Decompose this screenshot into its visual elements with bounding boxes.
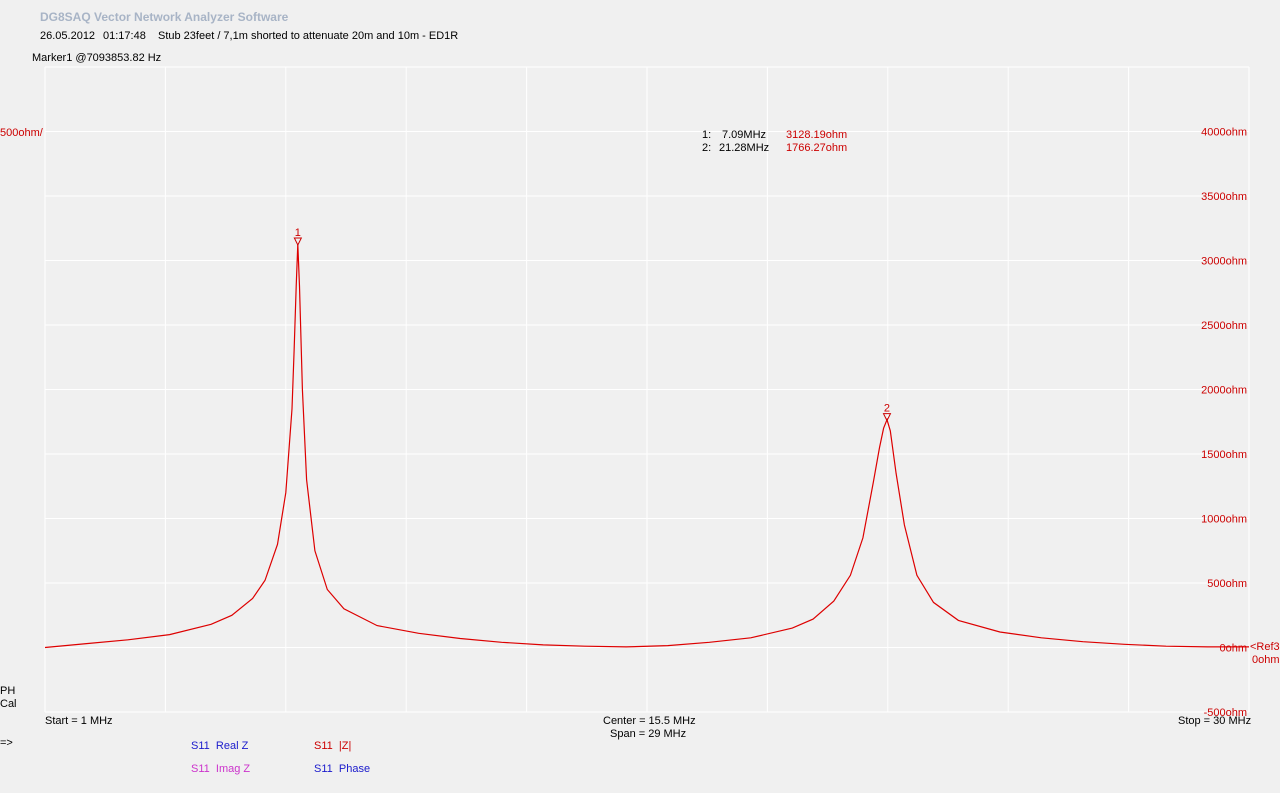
cal-status: Cal — [0, 698, 17, 710]
y-tick-label: 2000ohm — [1201, 385, 1247, 397]
legend-param: S11 — [314, 763, 333, 775]
legend-s11-phase[interactable]: S11 Phase — [314, 763, 370, 775]
marker-header: Marker1 @7093853.82 Hz — [32, 52, 162, 64]
legend-name: Phase — [338, 763, 371, 775]
legend-name: |Z| — [338, 740, 352, 752]
freq-center: Center = 15.5 MHz — [603, 715, 696, 727]
freq-span: Span = 29 MHz — [610, 728, 687, 740]
marker-glyphs: 12 — [293, 227, 892, 422]
marker-2-label: 2 — [884, 403, 890, 415]
legend-param: S11 — [191, 740, 210, 752]
measurement-description: Stub 23feet / 7,1m shorted to attenuate … — [158, 30, 459, 42]
freq-start: Start = 1 MHz — [45, 715, 113, 727]
marker-2-glyph[interactable] — [882, 413, 892, 422]
marker-row-1-id: 1: — [702, 129, 712, 141]
marker-row-2-value: 1766.27ohm — [786, 142, 848, 154]
y-tick-label: 4000ohm — [1201, 127, 1247, 139]
y-tick-label: 3500ohm — [1201, 191, 1247, 203]
plot-grid — [44, 66, 1250, 713]
y-tick-label: 0ohm — [1219, 643, 1247, 655]
scale-label: 500ohm/ — [0, 127, 43, 139]
command-prompt: => — [0, 737, 13, 749]
measurement-date: 26.05.2012 — [40, 30, 96, 42]
freq-stop: Stop = 30 MHz — [1178, 715, 1252, 727]
trace-s11-absz — [44, 243, 1249, 649]
y-tick-label: 3000ohm — [1201, 256, 1247, 268]
legend-s11-absz[interactable]: S11 |Z| — [314, 740, 351, 752]
marker-row-1-freq: 7.09MHz — [722, 129, 767, 141]
y-tick-label: 500ohm — [1207, 578, 1247, 590]
legend-name: Imag Z — [215, 763, 251, 775]
legend-param: S11 — [314, 740, 333, 752]
legend-s11-imagz[interactable]: S11 Imag Z — [191, 763, 250, 775]
marker-1-label: 1 — [295, 227, 301, 239]
legend-param: S11 — [191, 763, 210, 775]
y-tick-label: 1000ohm — [1201, 514, 1247, 526]
y-tick-labels: 4000ohm 3500ohm 3000ohm 2500ohm 2000ohm 1500o… — [1201, 127, 1247, 720]
marker-1-glyph[interactable] — [293, 237, 303, 247]
ph-status: PH — [0, 685, 16, 697]
y-tick-label: 1500ohm — [1201, 449, 1247, 461]
app-title: DG8SAQ Vector Network Analyzer Software — [40, 10, 289, 24]
y-tick-label: -500ohm — [1204, 707, 1247, 719]
y-tick-label: 2500ohm — [1201, 320, 1247, 332]
legend-s11-realz[interactable]: S11 Real Z — [191, 740, 248, 752]
ref-label: <Ref3 — [1250, 641, 1280, 653]
measurement-time: 01:17:48 — [103, 30, 146, 42]
ref-label-value: 0ohm — [1252, 654, 1280, 666]
marker-row-2-id: 2: — [702, 142, 712, 154]
legend-name: Real Z — [215, 740, 249, 752]
marker-row-1-value: 3128.19ohm — [786, 129, 848, 141]
marker-row-2-freq: 21.28MHz — [719, 142, 770, 154]
